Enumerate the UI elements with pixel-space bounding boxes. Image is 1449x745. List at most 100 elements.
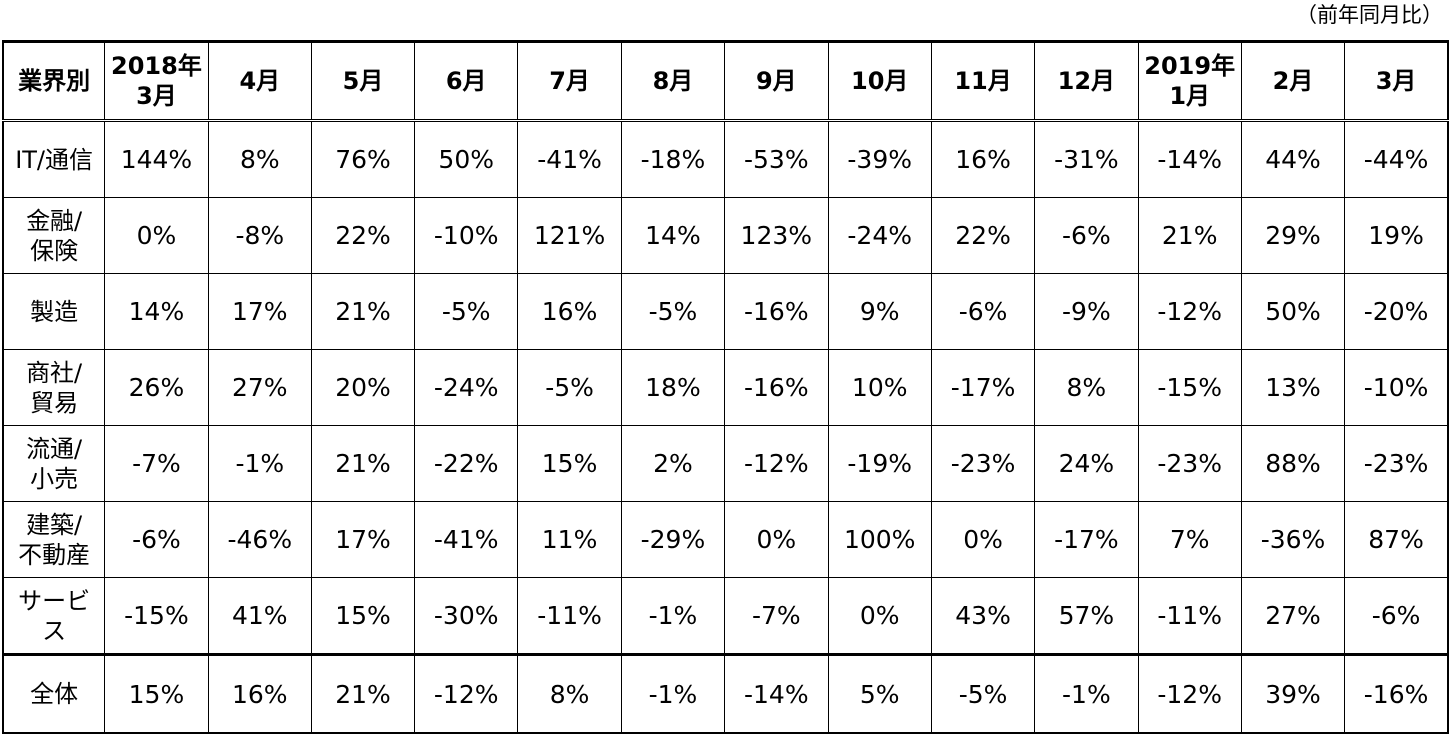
value-cell: 7% — [1137, 501, 1242, 578]
value-cell: 8% — [1034, 349, 1139, 426]
header-month: 4月 — [207, 41, 312, 122]
value-cell: -44% — [1344, 120, 1449, 198]
value-cell: 50% — [414, 120, 519, 198]
cell-text-line: 保険 — [30, 236, 79, 265]
header-month: 11月 — [930, 41, 1036, 122]
cell-text-line: 9月 — [755, 67, 797, 95]
value-cell: 11% — [517, 501, 622, 578]
header-month: 3月 — [1344, 41, 1449, 122]
value-cell: 27% — [1240, 577, 1346, 655]
cell-text-line: 10月 — [851, 67, 909, 95]
table-body: IT/通信 144% 8% 76% 50% -41% -18% -53% -39% 16% -31%… — [2, 120, 1449, 734]
cell-text-line: 全体 — [30, 680, 79, 708]
header-month: 8月 — [620, 41, 726, 122]
value-cell: -1% — [1034, 653, 1139, 734]
cell-text-line: サービ — [18, 586, 91, 615]
value-cell: -17% — [1034, 501, 1139, 578]
value-cell: -36% — [1240, 501, 1346, 578]
value-cell: -12% — [1137, 273, 1242, 350]
value-cell: 0% — [724, 501, 829, 578]
value-cell: -14% — [724, 653, 829, 734]
cell-text-line: 6月 — [445, 67, 487, 95]
value-cell: 15% — [517, 425, 622, 502]
value-cell: 0% — [930, 501, 1036, 578]
value-cell: -6% — [1034, 197, 1139, 274]
value-cell: -14% — [1137, 120, 1242, 198]
cell-text-line: 金融/ — [26, 206, 83, 235]
row-category: 流通/小売 — [2, 425, 106, 502]
header-month: 10月 — [827, 41, 932, 122]
header-month: 7月 — [517, 41, 622, 122]
value-cell: 5% — [827, 653, 932, 734]
header-month: 9月 — [724, 41, 829, 122]
cell-text-line: 2019年 — [1144, 52, 1236, 80]
cell-text-line: 11月 — [954, 67, 1012, 95]
value-cell: 16% — [207, 653, 312, 734]
cell-text-line: 1月 — [1169, 82, 1211, 110]
value-cell: 29% — [1240, 197, 1346, 274]
value-cell: -7% — [724, 577, 829, 655]
value-cell: -1% — [620, 653, 726, 734]
header-month: 2018年 3月 — [104, 41, 209, 122]
value-cell: 144% — [104, 120, 209, 198]
table-row: サービス -15% 41% 15% -30% -11% -1% -7% 0% 43% 57% -11%… — [2, 577, 1449, 655]
value-cell: 50% — [1240, 273, 1346, 350]
table-row: 金融/保険 0% -8% 22% -10% 121% 14% 123% -24% 22% -6% 21… — [2, 197, 1449, 274]
value-cell: -8% — [207, 197, 312, 274]
value-cell: 57% — [1034, 577, 1139, 655]
value-cell: -10% — [414, 197, 519, 274]
header-row: 業界別 2018年 3月 4月 5月 6月 7月 8月 9月 10月 11月 12月 2019年 1月 2月… — [2, 41, 1449, 122]
header-month: 5月 — [310, 41, 416, 122]
value-cell: 17% — [207, 273, 312, 350]
value-cell: -41% — [414, 501, 519, 578]
value-cell: 41% — [207, 577, 312, 655]
value-cell: 21% — [310, 425, 416, 502]
value-cell: -17% — [930, 349, 1036, 426]
value-cell: -29% — [620, 501, 726, 578]
unit-note: （前年同月比） — [1296, 3, 1443, 27]
value-cell: -24% — [827, 197, 932, 274]
cell-text-line: 流通/ — [26, 434, 83, 463]
value-cell: -15% — [1137, 349, 1242, 426]
value-cell: 16% — [930, 120, 1036, 198]
row-category: サービス — [2, 577, 106, 655]
value-cell: -23% — [930, 425, 1036, 502]
industry-yoy-table: 業界別 2018年 3月 4月 5月 6月 7月 8月 9月 10月 11月 12月 2019年 1月 2月… — [2, 40, 1449, 734]
row-category: 商社/貿易 — [2, 349, 106, 426]
cell-text-line: 7月 — [549, 67, 590, 95]
value-cell: 16% — [517, 273, 622, 350]
table-row: IT/通信 144% 8% 76% 50% -41% -18% -53% -39% 16% -31%… — [2, 120, 1449, 198]
cell-text-line: 小売 — [30, 464, 79, 493]
cell-text-line: 製造 — [30, 297, 79, 326]
value-cell: 0% — [104, 197, 209, 274]
table-row: 商社/貿易 26% 27% 20% -24% -5% 18% -16% 10% -17% 8% -15… — [2, 349, 1449, 426]
value-cell: 44% — [1240, 120, 1346, 198]
value-cell: 10% — [827, 349, 932, 426]
value-cell: -16% — [724, 349, 829, 426]
value-cell: 14% — [104, 273, 209, 350]
value-cell: -23% — [1344, 425, 1449, 502]
value-cell: -16% — [724, 273, 829, 350]
value-cell: -12% — [414, 653, 519, 734]
header-category: 業界別 — [2, 41, 106, 122]
row-category: IT/通信 — [2, 120, 106, 198]
cell-text-line: 建築/ — [26, 510, 83, 539]
cell-text-line: 12月 — [1057, 67, 1116, 95]
header-month: 2019年 1月 — [1137, 41, 1242, 122]
value-cell: 39% — [1240, 653, 1346, 734]
cell-text-line: 業界別 — [18, 67, 91, 95]
value-cell: -1% — [620, 577, 726, 655]
value-cell: -5% — [620, 273, 726, 350]
table-row: 建築/不動産 -6% -46% 17% -41% 11% -29% 0% 100% 0% -17% 7… — [2, 501, 1449, 578]
value-cell: -11% — [1137, 577, 1242, 655]
header-month: 6月 — [414, 41, 519, 122]
header-month: 2月 — [1240, 41, 1346, 122]
cell-text-line: 2018年 — [111, 52, 202, 80]
cell-text-line: 4月 — [239, 67, 281, 95]
value-cell: -19% — [827, 425, 932, 502]
value-cell: -16% — [1344, 653, 1449, 734]
value-cell: 22% — [310, 197, 416, 274]
value-cell: -1% — [207, 425, 312, 502]
value-cell: -53% — [724, 120, 829, 198]
value-cell: -24% — [414, 349, 519, 426]
